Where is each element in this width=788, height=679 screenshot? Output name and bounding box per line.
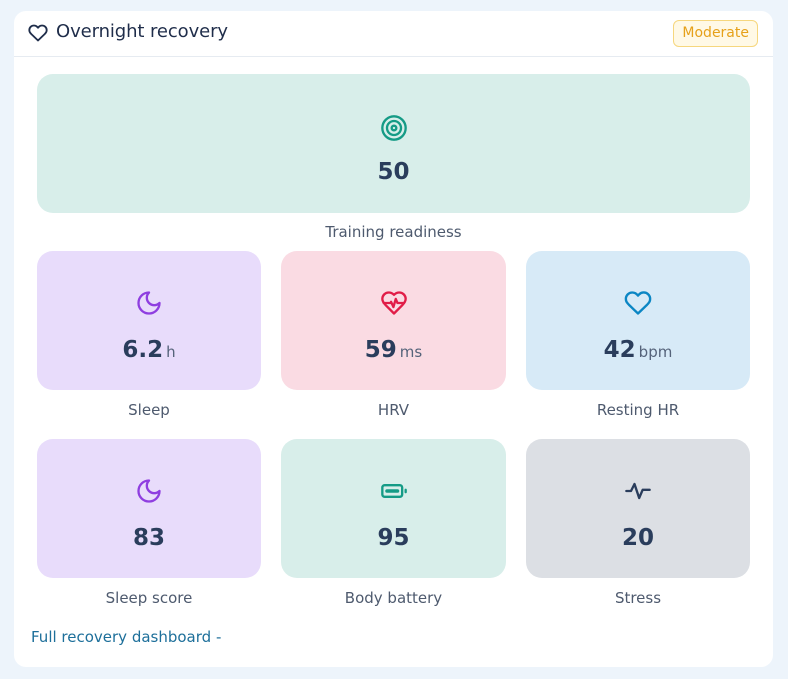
body-battery-value: 95 [281, 525, 506, 551]
resting-hr-tile: 42 bpm [526, 251, 750, 390]
stress-tile: 20 [526, 439, 750, 578]
resting-hr-label: Resting HR [596, 401, 680, 419]
card-title: Overnight recovery [56, 21, 228, 42]
sleep-score-tile: 83 [37, 439, 261, 578]
value-number: 59 [364, 337, 397, 363]
training-readiness-value: 50 [37, 159, 750, 185]
value-unit: bpm [638, 343, 673, 361]
value-unit: h [166, 343, 176, 361]
target-icon [380, 115, 407, 141]
value-number: 6.2 [122, 337, 164, 363]
hrv-tile: 59 ms [281, 251, 506, 390]
stress-label: Stress [614, 589, 662, 607]
battery-icon [380, 484, 407, 498]
hrv-value: 59 ms [281, 337, 506, 363]
heart-outline-icon [28, 24, 48, 42]
card-header: Overnight recovery Moderate [14, 11, 773, 57]
training-readiness-label: Training readiness [325, 223, 462, 241]
heart-icon [624, 291, 652, 315]
sleep-value: 6.2 h [37, 337, 261, 363]
full-recovery-dashboard-link[interactable]: Full recovery dashboard - [31, 628, 222, 646]
sleep-score-label: Sleep score [105, 589, 193, 607]
sleep-score-value: 83 [37, 525, 261, 551]
value-number: 83 [132, 525, 165, 551]
value-number: 50 [377, 159, 410, 185]
body-battery-tile: 95 [281, 439, 506, 578]
sleep-label: Sleep [128, 401, 170, 419]
sleep-tile: 6.2 h [37, 251, 261, 390]
status-badge: Moderate [673, 20, 758, 47]
heart-pulse-icon [380, 291, 407, 315]
overnight-recovery-card: Overnight recovery Moderate 50 Training … [14, 11, 773, 667]
value-unit: ms [399, 343, 423, 361]
moon-icon [137, 479, 161, 503]
stress-value: 20 [526, 525, 750, 551]
value-number: 42 [603, 337, 636, 363]
hrv-label: HRV [377, 401, 410, 419]
moon-icon [137, 291, 161, 315]
body-battery-label: Body battery [344, 589, 443, 607]
value-number: 95 [377, 525, 410, 551]
activity-icon [625, 482, 651, 500]
value-number: 20 [621, 525, 654, 551]
resting-hr-value: 42 bpm [526, 337, 750, 363]
training-readiness-tile: 50 [37, 74, 750, 213]
